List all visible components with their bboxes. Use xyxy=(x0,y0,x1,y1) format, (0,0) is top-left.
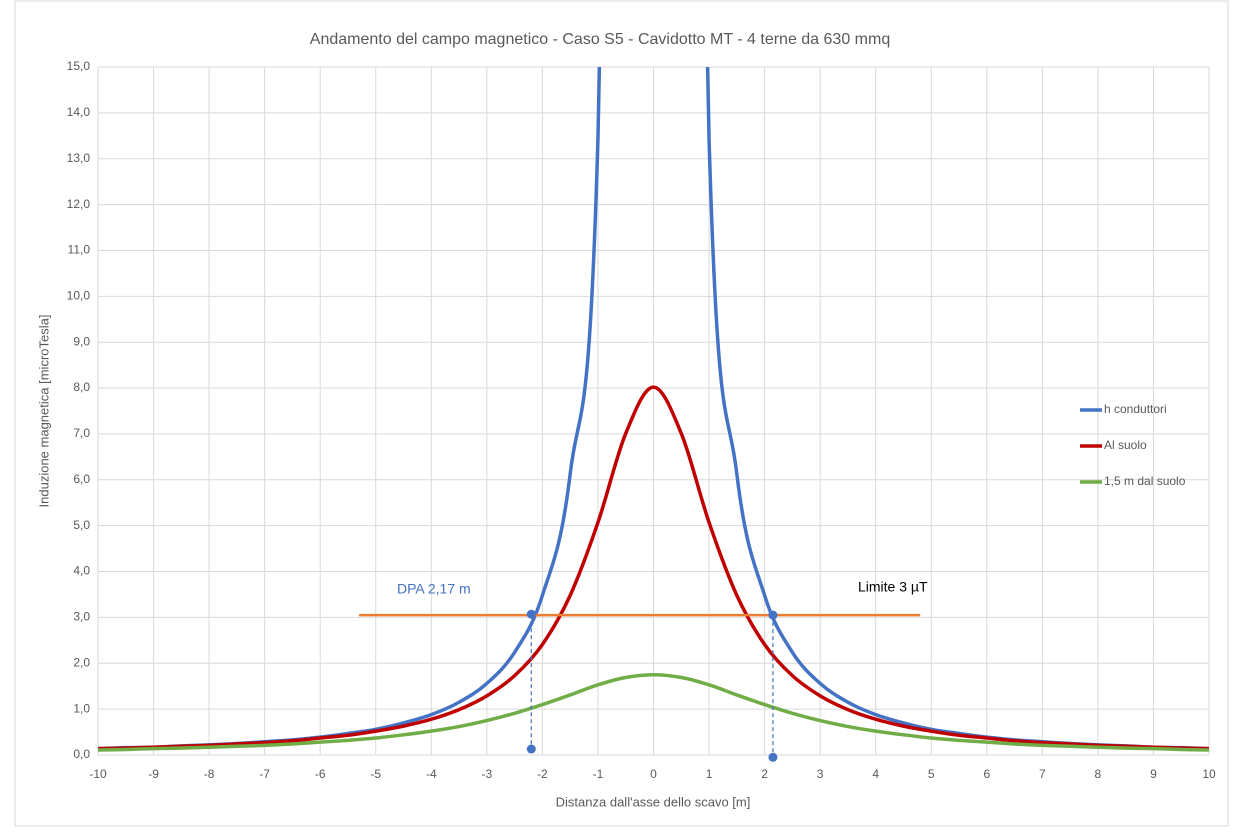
limit-label: Limite 3 µT xyxy=(858,579,928,595)
dpa-bottom xyxy=(768,752,778,762)
x-tick-label: 1 xyxy=(706,767,713,781)
x-tick-label: 0 xyxy=(650,767,657,781)
y-tick-label: 9,0 xyxy=(73,334,90,348)
y-tick-label: 13,0 xyxy=(67,151,91,165)
x-tick-label: -4 xyxy=(426,767,437,781)
series-line xyxy=(98,385,1209,751)
x-tick-label: 8 xyxy=(1095,767,1102,781)
chart-title: Andamento del campo magnetico - Caso S5 … xyxy=(310,31,890,48)
y-tick-label: 12,0 xyxy=(67,197,91,211)
x-tick-label: -7 xyxy=(259,767,270,781)
legend-label: h conduttori xyxy=(1104,402,1167,416)
x-tick-label: 3 xyxy=(817,767,824,781)
x-tick-label: 10 xyxy=(1202,767,1216,781)
y-tick-label: 6,0 xyxy=(73,472,90,486)
dpa-label: DPA 2,17 m xyxy=(397,581,471,597)
y-tick-label: 1,0 xyxy=(73,701,90,715)
x-tick-label: -9 xyxy=(148,767,159,781)
y-axis-label: Induzione magnetica [microTesla] xyxy=(36,315,51,508)
chart-frame xyxy=(14,0,1229,827)
y-tick-label: 11,0 xyxy=(68,243,91,257)
plot-area xyxy=(98,67,1209,752)
x-tick-label: 4 xyxy=(872,767,879,781)
x-axis-label: Distanza dall'asse dello scavo [m] xyxy=(556,794,751,809)
y-tick-label: 0,0 xyxy=(73,747,90,761)
y-tick-label: 3,0 xyxy=(73,610,90,624)
x-tick-label: -5 xyxy=(370,767,381,781)
y-tick-label: 14,0 xyxy=(67,105,91,119)
x-tick-label: -1 xyxy=(593,767,604,781)
y-tick-label: 5,0 xyxy=(73,518,90,532)
legend-label: Al suolo xyxy=(1104,438,1147,452)
dpa-bottom xyxy=(526,744,536,754)
y-tick-label: 15,0 xyxy=(67,59,91,73)
x-tick-label: 7 xyxy=(1039,767,1046,781)
y-tick-label: 2,0 xyxy=(73,655,90,669)
y-tick-label: 4,0 xyxy=(73,564,90,578)
series-line xyxy=(98,672,1209,752)
x-tick-label: 5 xyxy=(928,767,935,781)
legend-label: 1,5 m dal suolo xyxy=(1104,474,1186,488)
x-tick-label: 2 xyxy=(761,767,768,781)
y-tick-label: 10,0 xyxy=(67,289,91,303)
y-tick-label: 7,0 xyxy=(73,426,90,440)
y-tick-label: 8,0 xyxy=(73,380,90,394)
x-tick-label: 9 xyxy=(1150,767,1157,781)
x-tick-label: -3 xyxy=(482,767,493,781)
x-tick-label: -8 xyxy=(204,767,215,781)
dpa-top xyxy=(526,609,536,619)
x-tick-label: -10 xyxy=(89,767,107,781)
x-tick-label: 6 xyxy=(983,767,990,781)
dpa-top xyxy=(768,610,778,620)
x-tick-label: -2 xyxy=(537,767,548,781)
x-tick-label: -6 xyxy=(315,767,326,781)
